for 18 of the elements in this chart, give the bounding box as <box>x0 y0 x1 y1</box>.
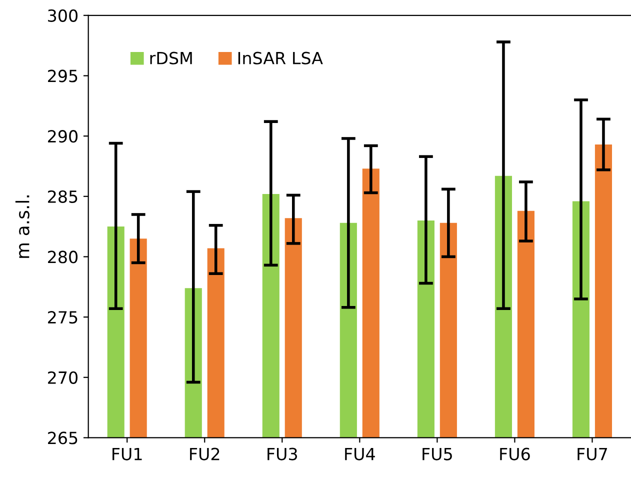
legend-label: InSAR LSA <box>238 52 323 64</box>
x-tick-label: FU7 <box>578 448 608 460</box>
x-tick-label: FU5 <box>422 448 452 460</box>
y-tick-label: 285 <box>48 190 78 203</box>
x-tick-label: FU3 <box>268 448 298 460</box>
x-tick-label: FU1 <box>112 448 142 460</box>
y-axis-title: m a.s.l. <box>15 195 30 258</box>
x-tick-label: FU6 <box>500 448 530 460</box>
y-tick-label: 295 <box>48 70 78 82</box>
y-tick-label: 265 <box>48 432 78 444</box>
legend-label: rDSM <box>150 52 192 64</box>
y-tick-label: 275 <box>48 311 78 324</box>
y-tick-label: 300 <box>48 9 78 22</box>
y-tick-label: 280 <box>48 250 78 264</box>
x-tick-label: FU2 <box>190 448 220 460</box>
x-tick-label: FU4 <box>345 448 375 460</box>
y-tick-label: 270 <box>48 371 78 384</box>
y-tick-label: 290 <box>48 130 78 143</box>
